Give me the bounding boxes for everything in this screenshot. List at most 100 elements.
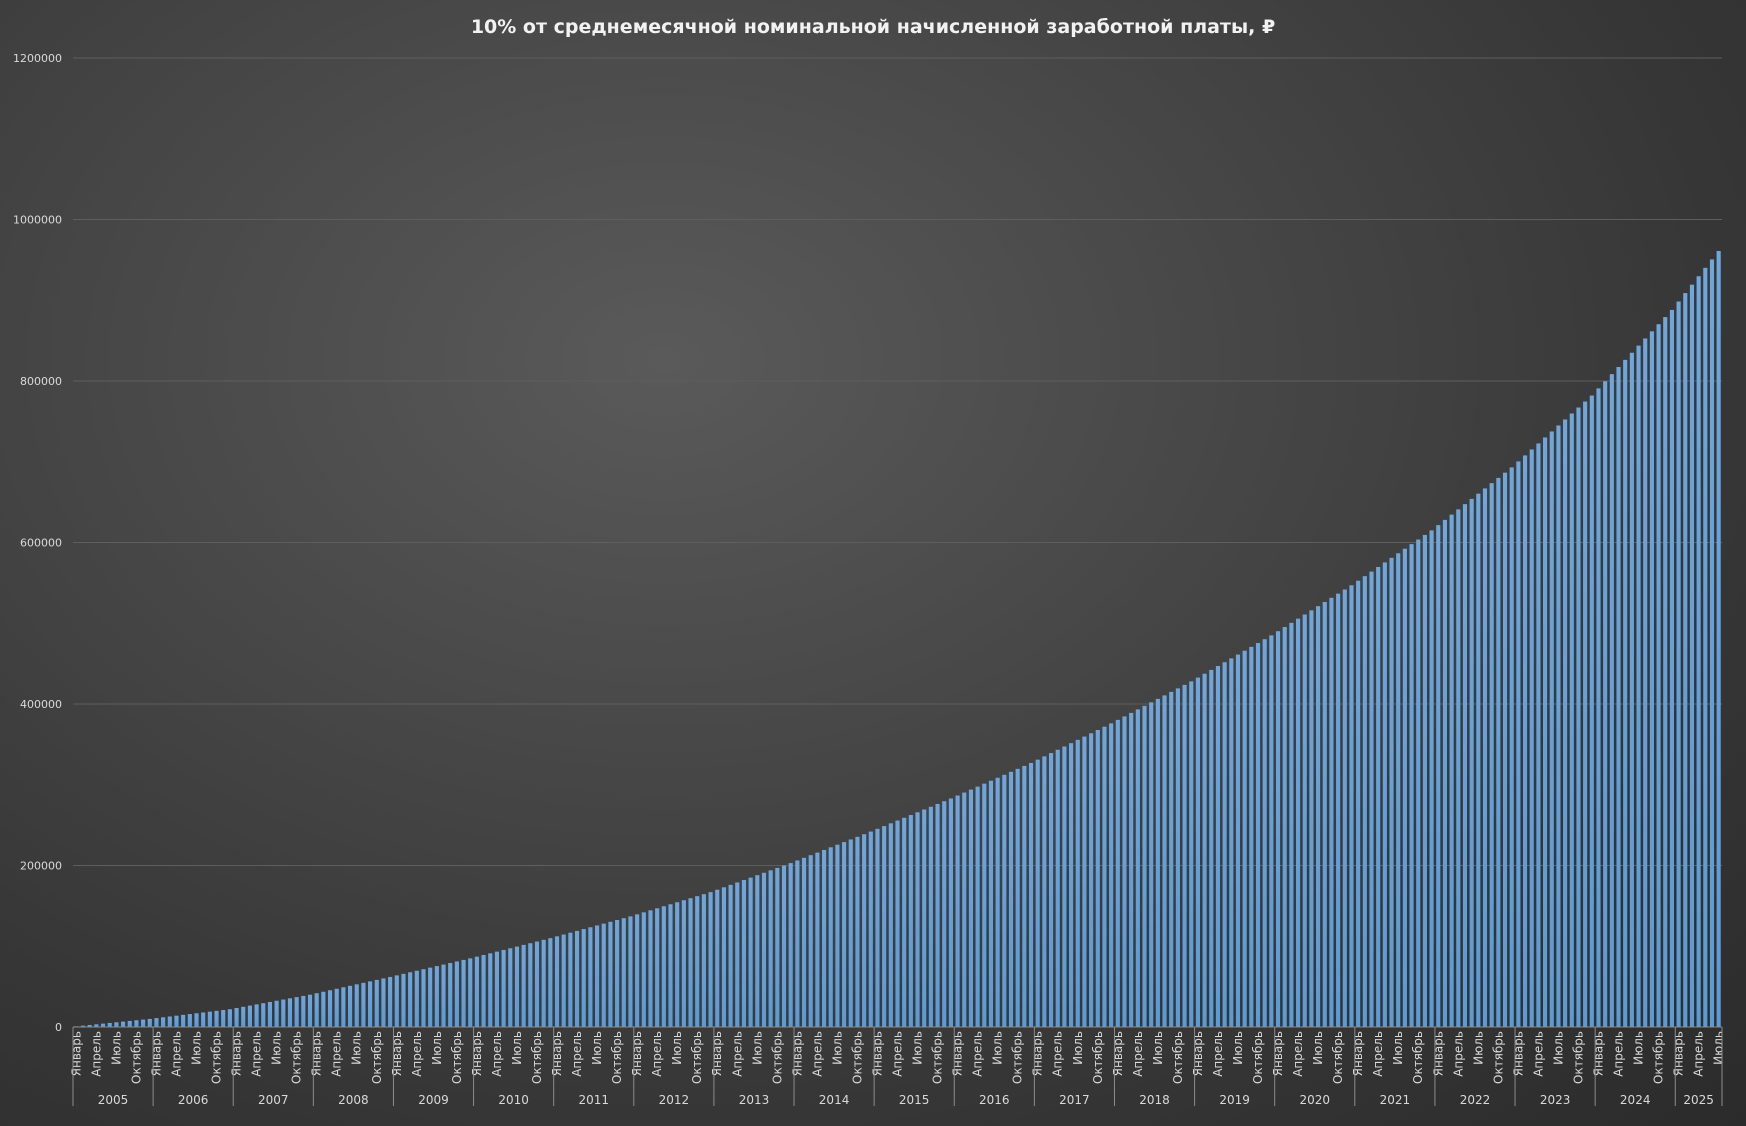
bar <box>1683 293 1688 1027</box>
bar <box>114 1022 119 1027</box>
bar <box>1182 684 1187 1027</box>
bar <box>281 999 286 1027</box>
bar <box>775 867 780 1027</box>
bar <box>1556 425 1561 1028</box>
bar <box>1229 658 1234 1027</box>
x-month-label: Апрель <box>330 1031 344 1077</box>
bar <box>655 908 660 1027</box>
x-year-label: 2018 <box>1139 1093 1170 1107</box>
x-month-label: Октябрь <box>370 1031 384 1084</box>
bar <box>828 847 833 1027</box>
bar <box>1262 639 1267 1027</box>
x-month-label: Январь <box>310 1031 324 1076</box>
x-month-label: Апрель <box>891 1031 905 1077</box>
x-year-label: 2024 <box>1620 1093 1651 1107</box>
bar <box>421 969 426 1027</box>
bar <box>354 984 359 1027</box>
bar <box>521 944 526 1027</box>
y-tick-label: 1000000 <box>13 214 62 227</box>
bar <box>1175 688 1180 1027</box>
bar <box>267 1001 273 1027</box>
bar <box>1242 650 1247 1027</box>
x-year-label: 2014 <box>819 1093 850 1107</box>
x-month-label: Июль <box>590 1031 604 1065</box>
bar <box>1569 413 1574 1028</box>
bar <box>588 927 593 1027</box>
bar <box>361 982 366 1027</box>
bar <box>408 972 413 1027</box>
bar <box>868 831 873 1027</box>
bar <box>795 860 800 1027</box>
bar <box>1309 610 1314 1027</box>
bar <box>154 1018 159 1027</box>
bar <box>1316 606 1321 1027</box>
bar <box>1656 324 1661 1027</box>
bar <box>1269 635 1274 1027</box>
x-month-label: Октябрь <box>610 1031 624 1084</box>
x-month-label: Июль <box>1231 1031 1245 1065</box>
x-month-label: Апрель <box>971 1031 985 1077</box>
x-month-label: Июль <box>1551 1031 1565 1065</box>
bar <box>181 1014 186 1027</box>
bar <box>1295 618 1301 1027</box>
bar <box>214 1010 219 1027</box>
bar <box>661 906 666 1027</box>
bar <box>121 1021 126 1027</box>
bar <box>401 973 406 1027</box>
x-month-label: Июль <box>1391 1031 1405 1065</box>
x-month-label: Июль <box>510 1031 524 1065</box>
x-year-label: 2008 <box>338 1093 369 1107</box>
gridlines <box>73 57 1722 866</box>
bar <box>1616 367 1621 1027</box>
x-month-label: Апрель <box>1131 1031 1145 1077</box>
bar <box>541 939 546 1027</box>
x-month-label: Апрель <box>250 1031 264 1077</box>
bar <box>955 795 960 1027</box>
bar <box>574 930 580 1027</box>
bar <box>454 961 459 1027</box>
x-month-label: Апрель <box>1291 1031 1305 1077</box>
bar <box>1676 301 1681 1028</box>
bar <box>94 1024 99 1027</box>
bar <box>1489 483 1494 1027</box>
x-month-label: Октябрь <box>1571 1031 1585 1084</box>
x-month-label: Июль <box>1632 1031 1646 1065</box>
bar <box>815 852 820 1027</box>
bar <box>1362 576 1367 1027</box>
bar <box>1202 673 1207 1027</box>
x-month-label: Январь <box>1431 1031 1445 1076</box>
bar <box>534 941 540 1027</box>
bar <box>781 865 787 1027</box>
bar <box>1255 643 1261 1027</box>
x-month-label: Октябрь <box>1491 1031 1505 1084</box>
bar <box>1456 509 1461 1028</box>
bar <box>741 880 747 1027</box>
bar <box>321 991 326 1027</box>
x-month-label: Январь <box>870 1031 884 1076</box>
x-year-label: 2009 <box>418 1093 449 1107</box>
bar <box>347 985 353 1027</box>
x-month-label: Октябрь <box>1091 1031 1105 1084</box>
bar <box>1449 514 1454 1027</box>
bar <box>1142 705 1147 1027</box>
x-month-label: Январь <box>951 1031 965 1076</box>
x-month-label: Июль <box>430 1031 444 1065</box>
x-month-label: Июль <box>270 1031 284 1065</box>
x-year-label: 2011 <box>578 1093 609 1107</box>
x-month-label: Июль <box>1712 1031 1726 1065</box>
bar <box>441 964 446 1027</box>
bar <box>1235 654 1241 1027</box>
bar <box>755 875 760 1027</box>
bar <box>468 958 473 1027</box>
bar <box>1563 419 1568 1027</box>
bar <box>261 1003 266 1027</box>
x-month-label: Январь <box>1191 1031 1205 1076</box>
bar <box>748 877 753 1027</box>
bar <box>1623 359 1628 1028</box>
bar <box>768 870 773 1027</box>
bar <box>1189 681 1194 1027</box>
x-month-label: Апрель <box>169 1031 183 1077</box>
bar <box>888 823 893 1027</box>
bar <box>1169 691 1174 1027</box>
x-month-label: Июль <box>670 1031 684 1065</box>
